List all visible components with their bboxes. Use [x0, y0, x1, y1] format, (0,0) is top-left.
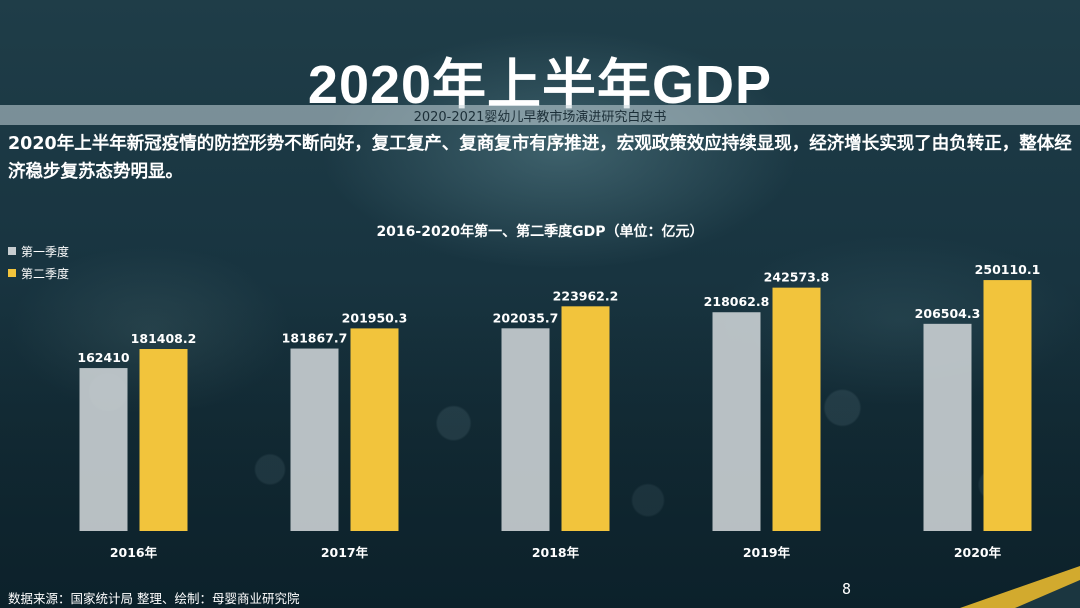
- bar-q2-1: [350, 328, 399, 531]
- data-label-q2-4: 250110.1: [975, 262, 1041, 277]
- data-label-q2-2: 223962.2: [553, 288, 619, 303]
- x-tick-label-4: 2020年: [954, 545, 1002, 560]
- subtitle-band: [0, 105, 1080, 125]
- bar-q2-3: [772, 287, 821, 531]
- data-label-q1-2: 202035.7: [493, 310, 559, 325]
- data-label-q1-3: 218062.8: [704, 294, 770, 309]
- legend-swatch-q1: [8, 247, 16, 255]
- data-label-q1-1: 181867.7: [282, 331, 348, 346]
- bar-q2-2: [561, 306, 610, 531]
- bar-q1-4: [923, 323, 972, 531]
- bar-q1-3: [712, 312, 761, 531]
- bar-q2-4: [983, 280, 1032, 531]
- intro-paragraph: 2020年上半年新冠疫情的防控形势不断向好，复工复产、复商复市有序推进，宏观政策…: [8, 134, 1072, 182]
- data-label-q2-3: 242573.8: [764, 270, 830, 285]
- x-tick-label-2: 2018年: [532, 545, 580, 560]
- x-tick-label-1: 2017年: [321, 545, 369, 560]
- legend-item-q2: 第二季度: [8, 262, 69, 284]
- chart-title: 2016-2020年第一、第二季度GDP（单位：亿元）: [376, 224, 704, 240]
- report-subtitle: 2020-2021婴幼儿早教市场演进研究白皮书: [413, 110, 667, 125]
- bar-q1-1: [290, 348, 339, 531]
- data-source-footer: 数据来源：国家统计局 整理、绘制：母婴商业研究院: [8, 591, 300, 606]
- data-label-q2-1: 201950.3: [342, 310, 408, 325]
- legend-swatch-q2: [8, 269, 16, 277]
- data-label-q1-0: 162410: [77, 350, 129, 365]
- legend-label-q1: 第一季度: [21, 244, 70, 259]
- data-label-q2-0: 181408.2: [131, 331, 197, 346]
- bar-q1-2: [501, 328, 550, 531]
- chart-legend: 第一季度 第二季度: [8, 240, 69, 284]
- legend-label-q2: 第二季度: [21, 266, 70, 281]
- corner-accent-shape: [960, 566, 1080, 608]
- bar-q1-0: [79, 368, 128, 531]
- x-tick-label-3: 2019年: [743, 545, 791, 560]
- data-label-q1-4: 206504.3: [915, 306, 981, 321]
- legend-item-q1: 第一季度: [8, 240, 69, 262]
- bar-q2-0: [139, 349, 188, 531]
- page-number: 8: [842, 580, 852, 598]
- x-tick-label-0: 2016年: [110, 545, 158, 560]
